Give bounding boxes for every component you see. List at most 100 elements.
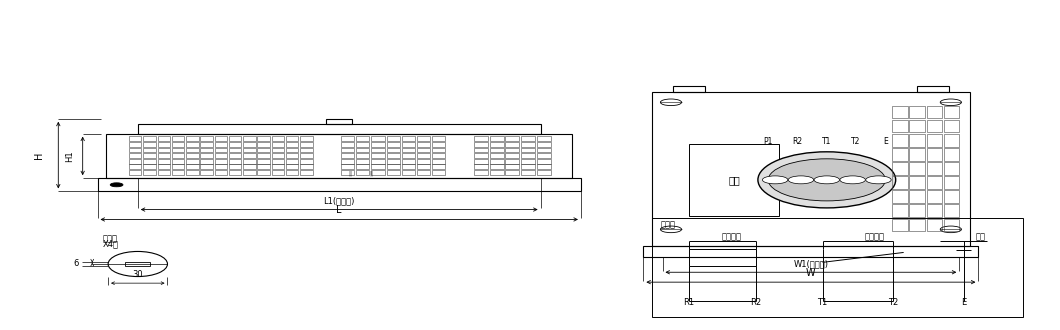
Bar (893, 148, 907, 161)
Bar (229, 153, 242, 158)
Bar (187, 170, 198, 175)
Bar (893, 134, 907, 147)
Bar (537, 153, 551, 158)
Bar (187, 159, 198, 164)
Bar (943, 218, 959, 231)
Bar (356, 142, 370, 147)
Bar (341, 148, 354, 152)
Bar (893, 176, 907, 189)
Bar (286, 136, 299, 141)
Bar (522, 159, 535, 164)
Bar (356, 136, 370, 141)
Bar (187, 142, 198, 147)
Bar (214, 142, 227, 147)
Bar (909, 134, 925, 147)
Bar (187, 164, 198, 169)
Bar (356, 164, 370, 169)
Bar (490, 170, 504, 175)
Bar (474, 164, 488, 169)
Text: R1: R1 (684, 298, 694, 307)
Bar (432, 142, 445, 147)
Bar (371, 142, 385, 147)
Bar (417, 136, 430, 141)
Bar (652, 218, 1023, 317)
Bar (286, 153, 299, 158)
Text: E: E (883, 137, 887, 146)
Bar (432, 164, 445, 169)
Bar (229, 148, 242, 152)
Text: 安装孔: 安装孔 (103, 234, 118, 243)
Bar (258, 148, 270, 152)
Bar (537, 159, 551, 164)
Bar (129, 148, 141, 152)
Bar (893, 190, 907, 203)
Bar (129, 164, 141, 169)
Bar (506, 164, 519, 169)
Bar (243, 159, 255, 164)
Bar (909, 190, 925, 203)
Text: T1: T1 (817, 298, 828, 307)
Bar (271, 136, 284, 141)
Circle shape (814, 176, 840, 184)
Bar (490, 148, 504, 152)
Bar (689, 249, 756, 266)
Bar (537, 148, 551, 152)
Circle shape (789, 176, 814, 184)
Bar (187, 148, 198, 152)
Bar (402, 148, 414, 152)
Text: L1(安装孔): L1(安装孔) (323, 197, 355, 206)
Bar (158, 159, 170, 164)
Bar (506, 159, 519, 164)
Bar (271, 159, 284, 164)
Bar (371, 170, 385, 175)
Bar (943, 204, 959, 217)
Bar (371, 148, 385, 152)
Bar (417, 153, 430, 158)
Bar (537, 164, 551, 169)
Bar (432, 136, 445, 141)
Bar (258, 159, 270, 164)
Text: R2: R2 (793, 137, 802, 146)
Text: ||: || (348, 170, 352, 176)
Bar (432, 159, 445, 164)
Bar (926, 162, 942, 175)
Text: 接地: 接地 (975, 233, 986, 242)
Bar (893, 106, 907, 118)
Bar (158, 142, 170, 147)
Bar (271, 170, 284, 175)
Bar (271, 164, 284, 169)
Bar (243, 170, 255, 175)
Bar (417, 164, 430, 169)
Bar (106, 134, 572, 178)
Bar (143, 148, 156, 152)
Bar (522, 136, 535, 141)
Bar (893, 218, 907, 231)
Bar (286, 159, 299, 164)
Bar (129, 159, 141, 164)
Bar (200, 164, 213, 169)
Bar (943, 106, 959, 118)
Text: 电阻输入: 电阻输入 (722, 233, 741, 242)
Bar (909, 148, 925, 161)
Bar (341, 142, 354, 147)
Bar (474, 142, 488, 147)
Bar (143, 136, 156, 141)
Bar (506, 136, 519, 141)
Bar (387, 164, 400, 169)
Text: W: W (806, 268, 816, 278)
Text: T1: T1 (823, 137, 831, 146)
Bar (143, 159, 156, 164)
Bar (286, 170, 299, 175)
Bar (158, 136, 170, 141)
Bar (200, 153, 213, 158)
Bar (432, 153, 445, 158)
Bar (387, 148, 400, 152)
Bar (943, 120, 959, 132)
Bar (522, 153, 535, 158)
Text: T2: T2 (851, 137, 861, 146)
Bar (402, 153, 414, 158)
Bar (522, 142, 535, 147)
Bar (187, 136, 198, 141)
Bar (172, 159, 184, 164)
Bar (200, 170, 213, 175)
